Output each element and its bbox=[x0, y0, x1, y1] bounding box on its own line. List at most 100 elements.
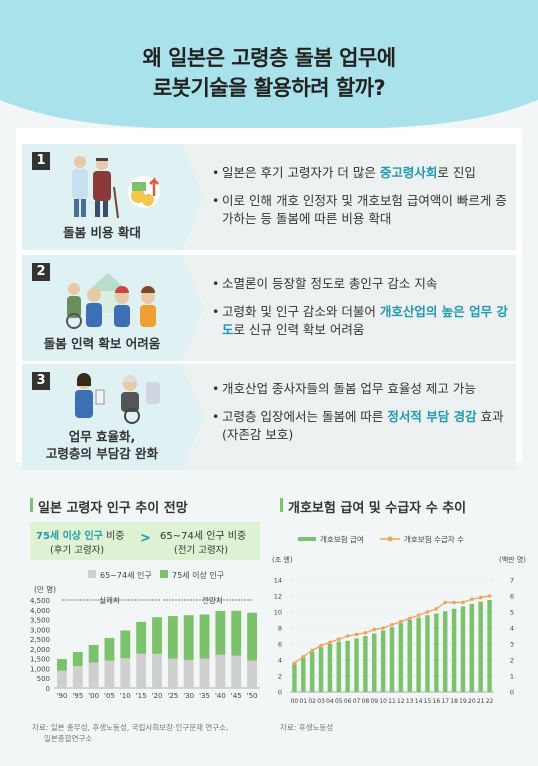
bar-75plus bbox=[167, 616, 178, 659]
x-tick-label: 18 bbox=[450, 698, 458, 705]
bar-benefit bbox=[354, 638, 359, 692]
bar-benefit bbox=[309, 652, 315, 692]
legend-swatch-65-74 bbox=[88, 570, 96, 578]
bar-75plus bbox=[120, 630, 131, 659]
x-tick-label: 22 bbox=[486, 698, 494, 705]
point-recipients bbox=[292, 661, 297, 665]
bar-benefit bbox=[318, 647, 324, 692]
y-tick-label: 0 bbox=[46, 685, 50, 693]
bar-benefit bbox=[398, 623, 404, 692]
chart1-title-accent bbox=[30, 498, 33, 512]
bar-benefit bbox=[327, 644, 333, 692]
bullet-text: 로 진입 bbox=[437, 165, 476, 180]
section-1-number: 1 bbox=[32, 152, 50, 170]
section-2: 2 돌봄 인력 확보 어려움 • 소멸론이 등장할 정도로 총인구 감소 지속 •… bbox=[22, 255, 516, 361]
chart1-source-line1: 자료: 일본 총무성, 후생노동성, 국립사회보장·인구문제 연구소, bbox=[32, 723, 229, 732]
point-recipients bbox=[390, 623, 394, 627]
y-tick-label: 2,500 bbox=[30, 636, 50, 644]
section-1-label: 돌봄 비용 확대 bbox=[63, 225, 141, 240]
section-3-arrow bbox=[182, 364, 204, 470]
point-recipients bbox=[363, 631, 368, 635]
section-1-arrow bbox=[182, 144, 204, 250]
chart1-source-line2: 일본종합연구소 bbox=[44, 734, 93, 743]
right-tick-label: 5 bbox=[510, 609, 514, 617]
bar-75plus bbox=[72, 652, 83, 667]
chart2-title-accent bbox=[280, 498, 283, 512]
bar-benefit bbox=[451, 608, 457, 692]
bullet-text: 이로 인해 개호 인정자 및 개호보험 급여액이 빠르게 증가하는 등 돌봄에 … bbox=[222, 193, 507, 226]
x-tick-label: 03 bbox=[317, 698, 325, 705]
bullet-text: 로 신규 인력 확보 어려움 bbox=[233, 322, 365, 337]
x-tick-label: '40 bbox=[215, 692, 226, 700]
bar-65-74 bbox=[104, 660, 115, 688]
section-2-arrow bbox=[182, 255, 204, 361]
page-title-line1: 왜 일본은 고령층 돌봄 업무에 bbox=[142, 46, 396, 70]
x-tick-label: '45 bbox=[231, 692, 242, 700]
x-tick-label: 12 bbox=[397, 698, 405, 705]
legend-label-benefit: 개호보험 급여 bbox=[320, 534, 364, 544]
bar-65-74 bbox=[57, 670, 67, 688]
right-tick-label: 7 bbox=[510, 577, 514, 585]
right-tick-label: 6 bbox=[510, 593, 514, 601]
chart1-compare-box: 75세 이상 인구 비중 (후기 고령자) > 65~74세 인구 비중 (전기… bbox=[30, 522, 260, 560]
x-tick-label: '35 bbox=[199, 692, 210, 700]
legend-swatch-75plus bbox=[160, 570, 168, 578]
chart2-source: 자료: 후생노동성 bbox=[280, 723, 334, 732]
y-tick-label: 2,000 bbox=[30, 646, 50, 654]
section-3-bullet-1: • 개호산업 종사자들의 돌봄 업무 효율성 제고 가능 bbox=[212, 381, 476, 396]
compare-left-suffix: 비중 bbox=[102, 531, 125, 542]
x-tick-label: 16 bbox=[433, 698, 441, 705]
bar-benefit bbox=[478, 601, 483, 692]
compare-left-highlight: 75세 이상 인구 bbox=[36, 531, 103, 542]
right-tick-label: 4 bbox=[510, 625, 514, 633]
point-recipients bbox=[381, 626, 385, 630]
point-recipients bbox=[478, 595, 483, 600]
point-recipients bbox=[416, 613, 421, 617]
bar-75plus bbox=[88, 644, 99, 663]
section-2-text-panel: • 소멸론이 등장할 정도로 총인구 감소 지속 • 고령화 및 인구 감소와 더불… bbox=[182, 255, 516, 361]
bullet-text: 고령층 입장에서는 돌봄에 따른 bbox=[222, 409, 388, 424]
right-tick-label: 1 bbox=[510, 673, 514, 681]
point-recipients bbox=[310, 648, 314, 653]
bar-65-74 bbox=[247, 660, 257, 688]
right-axis-unit: (백만 명) bbox=[499, 555, 526, 564]
y-tick-label: 3,000 bbox=[30, 626, 50, 634]
bar-65-74 bbox=[88, 662, 99, 688]
x-tick-label: '25 bbox=[167, 692, 178, 700]
bar-benefit bbox=[407, 620, 412, 692]
x-tick-label: 02 bbox=[308, 698, 316, 705]
chart1-title: 일본 고령자 인구 추이 전망 bbox=[38, 501, 188, 516]
x-tick-label: 15 bbox=[424, 698, 432, 705]
x-tick-label: 21 bbox=[477, 698, 485, 705]
bullet-highlight: 정서적 부담 경감 bbox=[387, 409, 477, 424]
x-tick-label: 17 bbox=[441, 698, 449, 705]
y-tick-label: 1,500 bbox=[30, 656, 50, 664]
bar-65-74 bbox=[199, 658, 210, 688]
section-1: 1 돌봄 비용 확대 • 일본은 후기 고령자가 더 많은 중고령사회로 진입 •… bbox=[22, 144, 516, 250]
point-recipients bbox=[301, 655, 306, 659]
point-recipients bbox=[354, 632, 359, 637]
left-tick-label: 14 bbox=[274, 577, 282, 585]
left-tick-label: 10 bbox=[274, 609, 282, 617]
bar-65-74 bbox=[183, 660, 194, 688]
section-3-label-line1: 업무 효율화, bbox=[68, 429, 136, 444]
section-2-number: 2 bbox=[32, 263, 50, 281]
bar-benefit bbox=[301, 657, 306, 692]
bar-benefit bbox=[363, 636, 368, 692]
bar-benefit bbox=[487, 600, 492, 692]
left-axis-unit: (조 엔) bbox=[272, 555, 293, 564]
bar-65-74 bbox=[72, 666, 83, 688]
section-3-label-line2: 고령층의 부담감 완화 bbox=[45, 446, 159, 461]
x-tick-label: 14 bbox=[415, 698, 423, 705]
left-tick-label: 4 bbox=[278, 657, 282, 665]
bullet-highlight: 개호산업의 높은 업무 강도 bbox=[222, 304, 508, 337]
point-recipients bbox=[407, 616, 412, 621]
bullet-text: 개호산업 종사자들의 돌봄 업무 효율성 제고 가능 bbox=[222, 381, 476, 396]
actual-annotation: 실제치 bbox=[99, 595, 120, 605]
elderly-couple-and-coins-icon bbox=[72, 156, 160, 219]
point-recipients bbox=[487, 594, 492, 598]
compare-left-line1: 75세 이상 인구 비중 bbox=[36, 527, 124, 542]
x-tick-label: '05 bbox=[104, 692, 115, 700]
bar-benefit bbox=[292, 663, 297, 692]
bar-benefit bbox=[389, 627, 395, 692]
